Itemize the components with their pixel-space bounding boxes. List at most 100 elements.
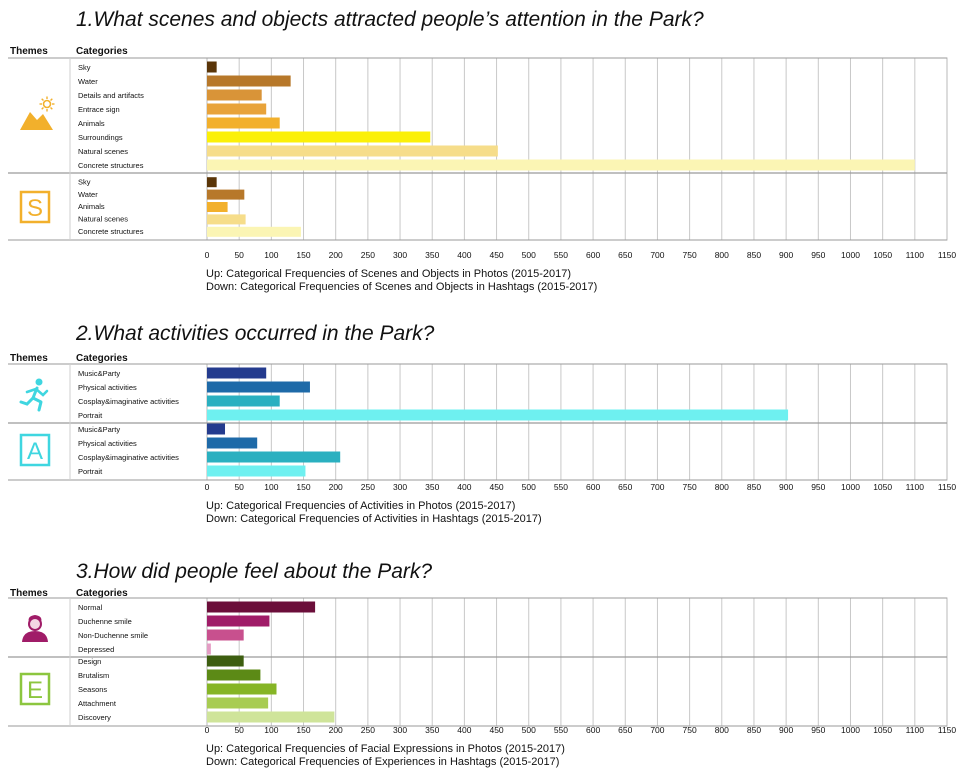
category-label: Portrait xyxy=(78,411,103,420)
bar xyxy=(207,202,228,212)
plot-frame xyxy=(206,597,948,727)
letter-s-icon: S xyxy=(19,190,51,224)
x-tick-label: 350 xyxy=(425,725,439,735)
category-label: Portrait xyxy=(78,467,103,476)
x-tick-label: 200 xyxy=(329,482,343,492)
x-tick-label: 600 xyxy=(586,250,600,260)
category-label: Depressed xyxy=(78,645,114,654)
bar xyxy=(207,683,277,695)
themes-header: Themes xyxy=(10,46,48,57)
category-label: Sky xyxy=(78,63,91,72)
x-tick-label: 0 xyxy=(205,482,210,492)
x-tick-label: 100 xyxy=(264,250,278,260)
x-tick-label: 950 xyxy=(811,250,825,260)
bar xyxy=(207,465,306,477)
x-tick-label: 450 xyxy=(489,250,503,260)
caption-down: Down: Categorical Frequencies of Activit… xyxy=(206,513,542,525)
bar xyxy=(207,159,915,171)
bar xyxy=(207,189,245,200)
person-icon xyxy=(22,615,48,642)
bar xyxy=(207,409,789,421)
category-label: Cosplay&imaginative activities xyxy=(78,453,179,462)
x-tick-label: 700 xyxy=(650,482,664,492)
svg-text:S: S xyxy=(27,195,43,222)
x-tick-label: 750 xyxy=(683,725,697,735)
x-tick-label: 300 xyxy=(393,250,407,260)
caption-down: Down: Categorical Frequencies of Experie… xyxy=(206,756,560,768)
x-tick-label: 50 xyxy=(234,725,244,735)
x-tick-label: 300 xyxy=(393,725,407,735)
letter-e-icon: E xyxy=(19,672,51,706)
bar xyxy=(207,437,258,449)
category-label: Natural scenes xyxy=(78,147,128,156)
bar xyxy=(207,61,217,73)
x-tick-label: 450 xyxy=(489,482,503,492)
category-label: Sky xyxy=(78,177,91,186)
category-label: Natural scenes xyxy=(78,215,128,224)
category-label: Seasons xyxy=(78,685,107,694)
category-label: Surroundings xyxy=(78,133,123,142)
bar xyxy=(207,381,310,393)
x-tick-label: 1000 xyxy=(841,725,860,735)
section-feelings: 3.How did people feel about the Park? Th… xyxy=(0,558,960,780)
category-label: Attachment xyxy=(78,699,117,708)
x-tick-label: 600 xyxy=(586,725,600,735)
bar xyxy=(207,629,244,641)
bar xyxy=(207,655,244,667)
categories-header: Categories xyxy=(76,46,128,57)
category-label: Normal xyxy=(78,603,103,612)
x-tick-label: 900 xyxy=(779,725,793,735)
x-tick-label: 850 xyxy=(747,250,761,260)
x-tick-label: 450 xyxy=(489,725,503,735)
section-activities: 2.What activities occurred in the Park? … xyxy=(0,318,960,538)
x-tick-label: 550 xyxy=(554,725,568,735)
scenes-bar-chart: Sky Water Details and artifacts Entrace sig… xyxy=(8,57,956,260)
x-tick-label: 400 xyxy=(457,482,471,492)
caption-up: Up: Categorical Frequencies of Facial Ex… xyxy=(206,743,565,755)
x-tick-label: 800 xyxy=(715,482,729,492)
category-label: Cosplay&imaginative activities xyxy=(78,397,179,406)
x-tick-label: 400 xyxy=(457,725,471,735)
category-label: Discovery xyxy=(78,713,111,722)
x-tick-label: 900 xyxy=(779,482,793,492)
category-label: Design xyxy=(78,657,101,666)
x-tick-label: 650 xyxy=(618,482,632,492)
x-tick-label: 150 xyxy=(296,725,310,735)
category-label: Music&Party xyxy=(78,425,120,434)
x-tick-label: 400 xyxy=(457,250,471,260)
x-tick-label: 600 xyxy=(586,482,600,492)
x-tick-label: 650 xyxy=(618,725,632,735)
bar xyxy=(207,643,211,655)
letter-a-icon: A xyxy=(19,433,51,467)
x-tick-label: 1050 xyxy=(873,250,892,260)
x-tick-label: 650 xyxy=(618,250,632,260)
caption-down: Down: Categorical Frequencies of Scenes … xyxy=(206,281,598,293)
x-tick-label: 750 xyxy=(683,250,697,260)
x-tick-label: 1100 xyxy=(906,250,925,260)
svg-text:A: A xyxy=(27,438,43,465)
x-tick-label: 0 xyxy=(205,725,210,735)
x-tick-label: 850 xyxy=(747,725,761,735)
x-tick-label: 1000 xyxy=(841,482,860,492)
category-label: Brutalism xyxy=(78,671,109,680)
x-tick-label: 500 xyxy=(522,725,536,735)
gridlines xyxy=(206,364,948,480)
x-tick-label: 800 xyxy=(715,725,729,735)
x-tick-label: 1000 xyxy=(841,250,860,260)
x-tick-label: 350 xyxy=(425,250,439,260)
section-scenes: 1.What scenes and objects attracted peop… xyxy=(0,0,960,300)
bar xyxy=(207,451,341,463)
x-tick-label: 350 xyxy=(425,482,439,492)
x-tick-label: 500 xyxy=(522,482,536,492)
section-title: 1.What scenes and objects attracted peop… xyxy=(76,8,704,31)
gridlines xyxy=(206,58,948,240)
section-title: 2.What activities occurred in the Park? xyxy=(76,322,435,345)
bar xyxy=(207,669,261,681)
gridlines xyxy=(206,598,948,726)
category-label: Animals xyxy=(78,202,105,211)
bar xyxy=(207,615,270,627)
bar xyxy=(207,89,262,101)
bar xyxy=(207,601,316,613)
category-label: Details and artifacts xyxy=(78,91,144,100)
category-label: Water xyxy=(78,190,98,199)
